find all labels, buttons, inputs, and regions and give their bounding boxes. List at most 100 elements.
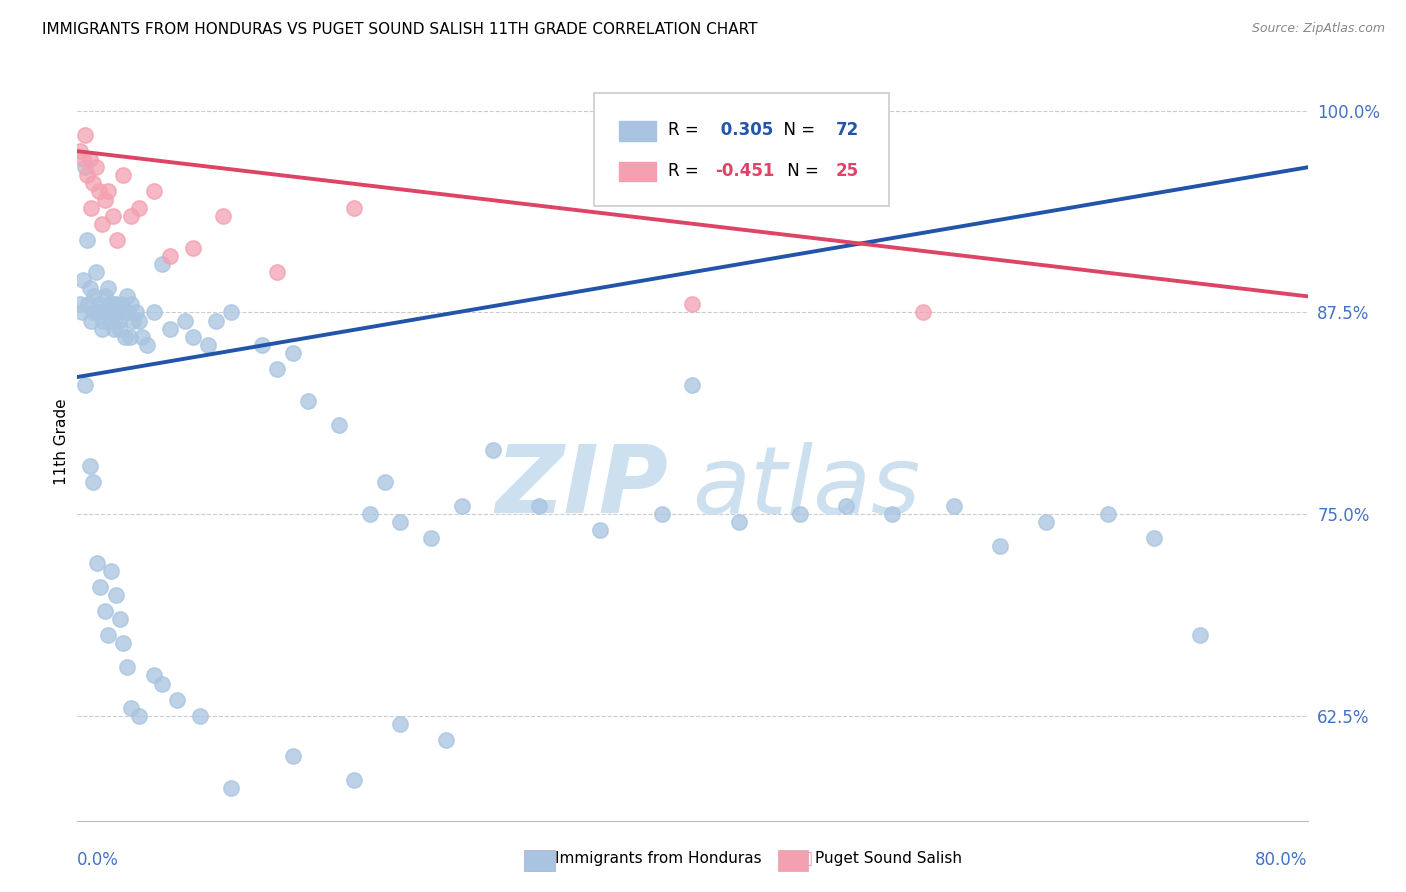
Point (100, 564, 122, 578)
Point (69, 297, 91, 311)
Point (166, 692, 188, 706)
Point (682, 378, 704, 392)
Point (343, 773, 366, 788)
Point (328, 418, 350, 433)
Point (266, 362, 288, 376)
Point (118, 329, 141, 343)
Point (112, 169, 135, 183)
Point (120, 297, 142, 311)
Point (79, 458, 101, 473)
Point (389, 716, 412, 731)
Point (159, 321, 181, 335)
FancyBboxPatch shape (619, 161, 657, 181)
Point (651, 507, 673, 521)
Point (212, 209, 235, 223)
Point (121, 313, 143, 327)
Point (266, 265, 288, 279)
Point (115, 660, 138, 674)
Text: Puget Sound Salish: Puget Sound Salish (815, 851, 963, 865)
Point (281, 749, 304, 764)
Point (1143, 532, 1166, 546)
Text: 25: 25 (835, 161, 859, 179)
Point (942, 499, 965, 513)
Point (98, 297, 121, 311)
Point (84, 161, 107, 175)
Point (76, 169, 98, 183)
Point (174, 313, 197, 327)
Point (82, 475, 104, 489)
Point (80, 313, 103, 327)
Point (250, 337, 273, 351)
Point (117, 305, 139, 319)
Point (882, 507, 904, 521)
Point (89, 305, 111, 319)
Point (87, 297, 110, 311)
Text: □: □ (534, 848, 553, 868)
Point (110, 612, 132, 626)
Point (131, 329, 153, 343)
Point (682, 297, 704, 311)
Point (219, 781, 242, 796)
Point (135, 337, 157, 351)
Point (1035, 515, 1057, 529)
Point (589, 523, 612, 537)
Point (143, 305, 166, 319)
Text: 80.0%: 80.0% (1256, 851, 1308, 869)
Point (105, 305, 128, 319)
Point (374, 475, 396, 489)
Text: 72: 72 (835, 121, 859, 139)
Point (86, 556, 108, 570)
Point (89, 580, 111, 594)
Point (197, 337, 219, 351)
Point (73, 161, 96, 175)
Point (450, 499, 472, 513)
Text: N =: N = (782, 161, 824, 179)
Point (181, 329, 204, 343)
Point (73, 378, 96, 392)
Point (112, 636, 135, 650)
Point (97, 281, 120, 295)
Point (1097, 507, 1119, 521)
Point (94, 193, 117, 207)
Point (111, 297, 134, 311)
Point (110, 321, 132, 335)
FancyBboxPatch shape (619, 121, 657, 141)
Point (90, 321, 114, 335)
Point (112, 305, 135, 319)
Point (76, 233, 98, 247)
Point (80, 201, 103, 215)
Point (143, 668, 166, 682)
Point (79, 153, 101, 167)
Point (343, 201, 366, 215)
FancyBboxPatch shape (595, 93, 890, 207)
Point (219, 305, 242, 319)
Point (389, 515, 412, 529)
Point (84, 265, 107, 279)
Text: 0.305: 0.305 (716, 121, 773, 139)
Point (87, 185, 110, 199)
Point (70, 305, 93, 319)
Point (128, 708, 150, 723)
Point (79, 281, 101, 295)
Point (150, 257, 173, 271)
Text: atlas: atlas (693, 442, 921, 533)
Point (128, 313, 150, 327)
Point (297, 394, 319, 409)
Point (912, 305, 935, 319)
Point (143, 185, 166, 199)
Point (101, 209, 124, 223)
Text: -0.451: -0.451 (716, 161, 775, 179)
Point (835, 499, 858, 513)
Point (72, 153, 94, 167)
Point (90, 217, 114, 231)
Point (1188, 628, 1211, 642)
Point (104, 588, 127, 602)
Point (188, 708, 212, 723)
Point (481, 442, 503, 457)
Point (73, 128, 96, 142)
Point (527, 499, 550, 513)
Point (120, 209, 142, 223)
Point (359, 507, 381, 521)
Point (103, 321, 125, 335)
Point (93, 313, 115, 327)
